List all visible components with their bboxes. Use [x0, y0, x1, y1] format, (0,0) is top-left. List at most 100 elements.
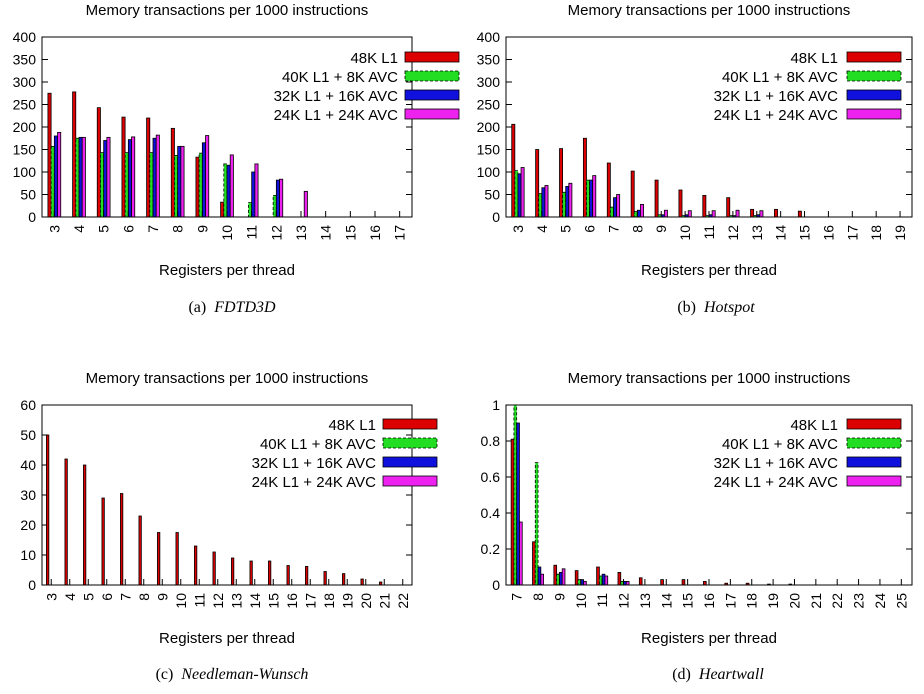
bar-series0-7 [511, 439, 514, 585]
x-tick-label: 14 [318, 225, 334, 241]
legend-label-series1: 40K L1 + 8K AVC [260, 436, 376, 453]
x-tick-label: 4 [71, 225, 87, 233]
x-tick-label: 14 [658, 593, 674, 609]
bar-series2-6 [128, 140, 131, 217]
x-tick-label: 9 [551, 593, 567, 601]
bar-series0-4 [65, 459, 67, 585]
bar-series2-3 [518, 174, 521, 217]
chart-title: Memory transactions per 1000 instruction… [86, 2, 369, 19]
x-tick-label: 21 [808, 593, 824, 609]
caption-fdtd3d: (a) FDTD3D [188, 299, 275, 317]
y-tick-label: 100 [13, 164, 37, 180]
x-tick-label: 6 [120, 225, 136, 233]
y-tick-label: 0.4 [481, 505, 501, 521]
legend-label-series0: 48K L1 [328, 417, 376, 434]
bar-series1-6 [125, 153, 128, 217]
bar-series3-6 [132, 137, 135, 217]
legend-label-series0: 48K L1 [790, 417, 838, 434]
y-tick-label: 200 [477, 119, 501, 135]
x-tick-label: 19 [339, 593, 355, 609]
y-tick-label: 0 [492, 209, 500, 225]
bar-series3-10 [688, 211, 691, 217]
x-axis-label: Registers per thread [641, 262, 777, 279]
bar-series1-8 [535, 463, 538, 585]
bar-series0-13 [751, 209, 754, 217]
x-tick-label: 8 [629, 225, 645, 233]
x-tick-label: 5 [558, 225, 574, 233]
legend-label-series3: 24K L1 + 24K AVC [714, 474, 839, 491]
x-tick-label: 22 [829, 593, 845, 609]
bar-series2-8 [178, 146, 181, 217]
bar-series3-9 [664, 210, 667, 217]
legend-label-series0: 48K L1 [790, 50, 838, 67]
bar-series0-10 [176, 533, 178, 586]
bar-series0-6 [102, 498, 104, 585]
x-tick-label: 15 [342, 225, 358, 241]
bar-series0-12 [213, 552, 215, 585]
x-tick-label: 8 [170, 225, 186, 233]
legend-label-series2: 32K L1 + 16K AVC [714, 455, 839, 472]
caption-needleman-wunsch: (c) Needleman-Wunsch [156, 666, 309, 684]
y-tick-label: 300 [13, 74, 37, 90]
y-tick-label: 200 [13, 119, 37, 135]
caption-name: Needleman-Wunsch [181, 666, 308, 683]
x-tick-label: 17 [392, 225, 408, 241]
bar-series0-9 [655, 180, 658, 217]
chart-title: Memory transactions per 1000 instruction… [86, 370, 369, 387]
x-tick-label: 6 [99, 593, 115, 601]
legend-swatch-series3 [383, 476, 437, 486]
bar-series0-11 [597, 567, 600, 585]
x-tick-label: 13 [228, 593, 244, 609]
x-tick-label: 7 [605, 225, 621, 233]
bar-series0-5 [83, 465, 85, 585]
x-tick-label: 15 [797, 225, 813, 241]
x-tick-label: 22 [395, 593, 411, 609]
x-tick-label: 7 [509, 593, 525, 601]
bar-series0-3 [48, 93, 51, 217]
caption-label: (d) [672, 666, 691, 683]
y-tick-label: 0.6 [481, 469, 501, 485]
x-tick-label: 5 [80, 593, 96, 601]
bar-series0-11 [703, 195, 706, 217]
bar-series0-5 [97, 108, 100, 217]
y-tick-label: 30 [20, 487, 36, 503]
bar-series0-8 [171, 128, 174, 217]
y-tick-label: 400 [13, 29, 37, 45]
legend-label-series1: 40K L1 + 8K AVC [722, 69, 838, 86]
bar-series0-13 [231, 558, 233, 585]
y-tick-label: 50 [484, 187, 500, 203]
bar-series3-12 [280, 179, 283, 217]
x-tick-label: 13 [749, 225, 765, 241]
bar-series0-6 [122, 117, 125, 217]
bar-series0-5 [559, 149, 562, 217]
x-tick-label: 11 [244, 225, 260, 240]
bar-series0-12 [727, 198, 730, 217]
bar-series0-6 [583, 138, 586, 217]
x-tick-label: 11 [191, 593, 207, 608]
x-tick-label: 12 [616, 593, 632, 609]
bar-series0-9 [554, 565, 557, 585]
x-tick-label: 14 [773, 225, 789, 241]
bar-series0-10 [679, 190, 682, 217]
legend-swatch-series2 [847, 90, 901, 100]
y-tick-label: 250 [477, 97, 501, 113]
x-tick-label: 6 [582, 225, 598, 233]
legend-swatch-series2 [847, 457, 901, 467]
bar-series2-7 [517, 423, 520, 585]
bar-series3-12 [736, 210, 739, 217]
x-tick-label: 3 [43, 593, 59, 601]
bar-series3-5 [569, 183, 572, 217]
y-tick-label: 0.8 [481, 433, 501, 449]
x-tick-label: 19 [765, 593, 781, 609]
legend-label-series1: 40K L1 + 8K AVC [722, 436, 838, 453]
bar-series3-5 [107, 137, 110, 217]
x-tick-label: 24 [872, 593, 888, 609]
x-tick-label: 17 [302, 593, 318, 609]
x-tick-label: 17 [844, 225, 860, 241]
bar-series0-15 [268, 561, 270, 585]
x-tick-label: 10 [173, 593, 189, 609]
x-tick-label: 14 [247, 593, 263, 609]
x-tick-label: 3 [510, 225, 526, 233]
bar-series3-4 [82, 137, 85, 217]
x-tick-label: 15 [265, 593, 281, 609]
